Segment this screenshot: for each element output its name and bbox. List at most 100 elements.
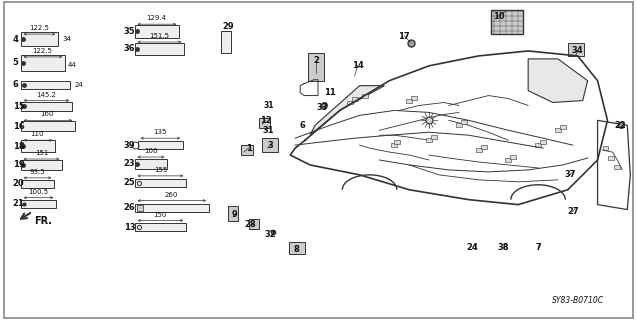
Bar <box>615 165 620 169</box>
Text: 9: 9 <box>232 210 238 219</box>
Bar <box>347 100 353 105</box>
Text: 20: 20 <box>13 179 24 188</box>
Bar <box>20 180 54 188</box>
Text: 25: 25 <box>124 178 136 187</box>
Bar <box>289 242 305 254</box>
Text: 14: 14 <box>352 61 364 70</box>
Bar <box>228 206 238 221</box>
Bar <box>134 179 186 187</box>
Text: 24: 24 <box>467 243 478 252</box>
Text: 151: 151 <box>35 150 48 156</box>
Text: 260: 260 <box>164 192 178 198</box>
Text: 129.4: 129.4 <box>147 15 166 21</box>
Text: 28: 28 <box>245 220 257 229</box>
Text: 11: 11 <box>324 88 336 97</box>
Polygon shape <box>310 86 384 135</box>
Bar <box>555 128 561 132</box>
Text: 34: 34 <box>572 46 583 55</box>
Text: 3: 3 <box>268 140 273 150</box>
Text: 38: 38 <box>497 243 509 252</box>
Text: 29: 29 <box>223 22 234 31</box>
Text: 7: 7 <box>535 243 541 252</box>
Bar <box>308 53 324 81</box>
Text: 2: 2 <box>313 56 319 65</box>
Text: 4: 4 <box>13 35 18 44</box>
Bar <box>262 138 278 152</box>
Bar <box>431 135 437 139</box>
Bar <box>406 99 412 102</box>
Text: 145.2: 145.2 <box>36 92 56 98</box>
Bar <box>20 200 56 208</box>
Bar <box>362 93 368 98</box>
Text: 12: 12 <box>260 116 271 125</box>
Bar <box>221 31 231 53</box>
Bar <box>20 101 72 111</box>
Text: 160: 160 <box>41 111 54 117</box>
Text: 24: 24 <box>74 82 83 88</box>
Bar <box>241 145 253 155</box>
Text: 19: 19 <box>13 160 24 170</box>
Text: 27: 27 <box>567 207 578 216</box>
Bar <box>510 155 516 159</box>
Polygon shape <box>528 59 588 102</box>
Text: 35: 35 <box>124 27 135 36</box>
Text: 122.5: 122.5 <box>29 25 50 31</box>
Text: 31: 31 <box>262 126 275 135</box>
Text: 110: 110 <box>31 131 44 137</box>
Text: 13: 13 <box>124 223 135 232</box>
Text: 100.5: 100.5 <box>29 189 48 195</box>
Text: 1: 1 <box>246 144 252 153</box>
Bar <box>134 223 186 231</box>
Text: 31: 31 <box>263 101 274 110</box>
Text: 5: 5 <box>13 58 18 67</box>
Bar <box>134 43 184 55</box>
Text: 10: 10 <box>492 12 505 21</box>
Text: 155: 155 <box>154 167 167 173</box>
Text: 93.5: 93.5 <box>30 169 45 175</box>
Text: 34: 34 <box>62 36 71 42</box>
Bar <box>134 25 179 37</box>
Text: 33: 33 <box>316 103 327 112</box>
Text: SY83-B0710C: SY83-B0710C <box>552 296 604 305</box>
Text: 6: 6 <box>299 121 305 130</box>
Bar <box>391 143 397 147</box>
Text: 135: 135 <box>154 129 167 135</box>
Text: 17: 17 <box>398 32 410 41</box>
Text: 8: 8 <box>293 245 299 254</box>
Bar <box>568 43 583 56</box>
Text: 36: 36 <box>124 44 135 53</box>
Bar <box>426 138 432 142</box>
Bar <box>394 140 400 144</box>
Text: 122.5: 122.5 <box>32 48 52 54</box>
Text: 39: 39 <box>124 140 135 150</box>
Text: 150: 150 <box>154 212 167 218</box>
Bar <box>608 156 615 160</box>
Bar <box>20 32 58 46</box>
Bar <box>20 55 65 71</box>
Text: 151.5: 151.5 <box>150 33 169 39</box>
Text: 23: 23 <box>124 159 135 168</box>
Bar <box>352 97 357 100</box>
Text: 44: 44 <box>67 62 76 68</box>
Bar <box>505 158 512 162</box>
Text: 18: 18 <box>13 142 24 151</box>
Text: 16: 16 <box>13 122 24 131</box>
Bar <box>480 145 487 149</box>
Bar <box>560 125 566 129</box>
Bar <box>138 141 183 149</box>
Bar <box>492 10 523 34</box>
Bar <box>20 140 55 152</box>
Text: 100: 100 <box>144 148 157 154</box>
Bar <box>20 159 62 171</box>
Text: FR.: FR. <box>34 216 52 227</box>
Text: 22: 22 <box>615 121 626 130</box>
Bar <box>476 148 482 152</box>
Bar <box>603 146 608 150</box>
Text: 6: 6 <box>13 80 18 89</box>
Bar <box>248 220 259 229</box>
Bar <box>540 140 546 144</box>
Text: 15: 15 <box>13 102 24 111</box>
Bar <box>412 96 417 100</box>
Text: 26: 26 <box>124 203 136 212</box>
Bar <box>134 159 168 169</box>
